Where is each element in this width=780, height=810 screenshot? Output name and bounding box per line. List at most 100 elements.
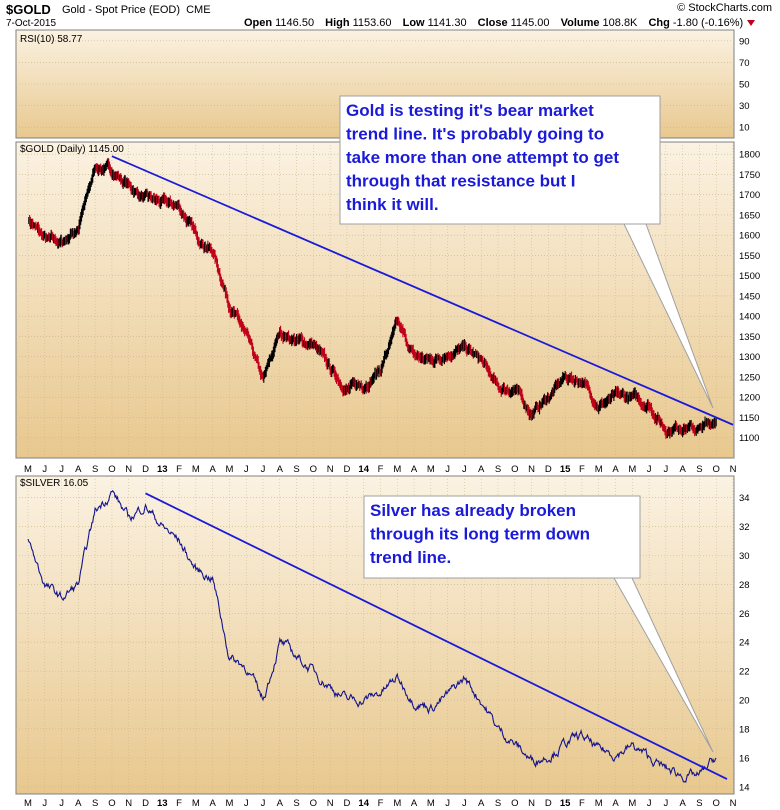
x-tick-label: O — [108, 464, 115, 475]
x-tick-label: J — [647, 464, 652, 475]
y-tick-label: 1200 — [739, 393, 760, 404]
y-tick-label: 1800 — [739, 150, 760, 161]
x-tick-label: O — [511, 798, 518, 809]
trend-line — [145, 492, 728, 780]
callout-text-line: trend line. It's probably going to — [346, 125, 604, 144]
callout-text-line: Silver has already broken — [370, 501, 576, 520]
x-tick-label: M — [427, 798, 435, 809]
y-tick-label: 1450 — [739, 291, 760, 302]
x-tick-label: O — [310, 464, 317, 475]
y-tick-label: 14 — [739, 782, 750, 793]
x-tick-label: A — [75, 464, 82, 475]
x-tick-label: M — [24, 798, 32, 809]
x-tick-label: J — [445, 798, 450, 809]
y-tick-label: 1650 — [739, 210, 760, 221]
callout-text-line: through that resistance but I — [346, 172, 576, 191]
open-value: 1146.50 — [275, 17, 315, 29]
chart-header: $GOLD Gold - Spot Price (EOD) CME 7-Oct-… — [0, 0, 780, 30]
y-tick-label: 28 — [739, 580, 750, 591]
x-tick-label: D — [545, 798, 552, 809]
x-tick-label: N — [125, 464, 132, 475]
x-tick-label: A — [478, 464, 485, 475]
y-tick-label: 18 — [739, 724, 750, 735]
y-tick-label: 10 — [739, 123, 750, 134]
exchange-text: CME — [186, 4, 211, 16]
x-tick-label: N — [327, 798, 334, 809]
y-tick-label: 1400 — [739, 312, 760, 323]
x-tick-label: J — [261, 798, 266, 809]
x-tick-label: J — [244, 464, 249, 475]
y-tick-label: 1500 — [739, 271, 760, 282]
x-tick-label: F — [378, 464, 384, 475]
x-tick-label: O — [713, 464, 720, 475]
callout-pointer — [623, 223, 714, 409]
x-tick-label: 13 — [157, 464, 168, 475]
chg-label: Chg — [648, 17, 670, 29]
silver-price-line — [27, 489, 717, 783]
x-tick-label: M — [192, 798, 200, 809]
x-tick-label: D — [142, 798, 149, 809]
x-tick-label: A — [612, 798, 619, 809]
x-tick-label: M — [595, 798, 603, 809]
callout-pointer — [613, 577, 714, 753]
x-tick-label: A — [411, 798, 418, 809]
y-tick-label: 30 — [739, 551, 750, 562]
x-tick-label: M — [427, 464, 435, 475]
y-tick-label: 1750 — [739, 170, 760, 181]
x-tick-label: J — [59, 798, 64, 809]
x-tick-label: J — [42, 464, 47, 475]
x-tick-label: M — [192, 464, 200, 475]
x-tick-label: N — [125, 798, 132, 809]
x-tick-label: J — [663, 464, 668, 475]
x-tick-label: M — [225, 798, 233, 809]
x-tick-label: 15 — [560, 798, 571, 809]
y-tick-label: 1300 — [739, 352, 760, 363]
y-tick-label: 1350 — [739, 332, 760, 343]
x-tick-label: J — [462, 464, 467, 475]
y-tick-label: 26 — [739, 609, 750, 620]
x-tick-label: J — [59, 464, 64, 475]
callout-text-line: Gold is testing it's bear market — [346, 101, 594, 120]
y-tick-label: 1100 — [739, 433, 759, 444]
open-label: Open — [244, 17, 273, 29]
x-tick-label: S — [293, 798, 299, 809]
x-tick-label: S — [495, 798, 501, 809]
y-tick-label: 30 — [739, 101, 750, 112]
x-tick-label: M — [595, 464, 603, 475]
y-tick-label: 20 — [739, 696, 750, 707]
trend-line — [111, 155, 734, 426]
x-tick-label: S — [293, 464, 299, 475]
x-tick-label: M — [225, 464, 233, 475]
callout-text-line: trend line. — [370, 548, 451, 567]
symbol-description: Gold - Spot Price (EOD) CME — [62, 4, 211, 16]
y-tick-label: 1700 — [739, 190, 760, 201]
x-tick-label: A — [679, 798, 686, 809]
silver-panel: 34 32 30 28 26 24 22 20 18 16 14 $SILVER 16.05 Silve… — [15, 475, 750, 809]
x-tick-label: A — [209, 798, 216, 809]
x-tick-label: N — [730, 798, 737, 809]
x-tick-label: S — [92, 798, 98, 809]
x-tick-label: O — [713, 798, 720, 809]
x-tick-label: D — [343, 798, 350, 809]
volume-label: Volume — [560, 17, 600, 29]
x-tick-label: D — [142, 464, 149, 475]
x-tick-label: M — [628, 798, 636, 809]
y-tick-label: 16 — [739, 753, 750, 764]
down-arrow-icon — [747, 20, 756, 27]
brand-label: © StockCharts.com — [677, 2, 772, 14]
close-value: 1145.00 — [510, 17, 550, 29]
x-tick-label: J — [261, 464, 266, 475]
y-tick-label: 32 — [739, 522, 750, 533]
low-label: Low — [402, 17, 425, 29]
x-tick-label: M — [393, 798, 401, 809]
x-tick-label: D — [343, 464, 350, 475]
x-tick-label: J — [244, 798, 249, 809]
x-tick-label: A — [411, 464, 418, 475]
x-tick-label: 15 — [560, 464, 571, 475]
x-tick-label: A — [75, 798, 82, 809]
callout-box — [339, 95, 661, 225]
high-value: 1153.60 — [352, 17, 392, 29]
x-tick-label: O — [310, 798, 317, 809]
y-tick-label: 1600 — [739, 231, 760, 242]
y-tick-label: 1150 — [739, 413, 759, 424]
